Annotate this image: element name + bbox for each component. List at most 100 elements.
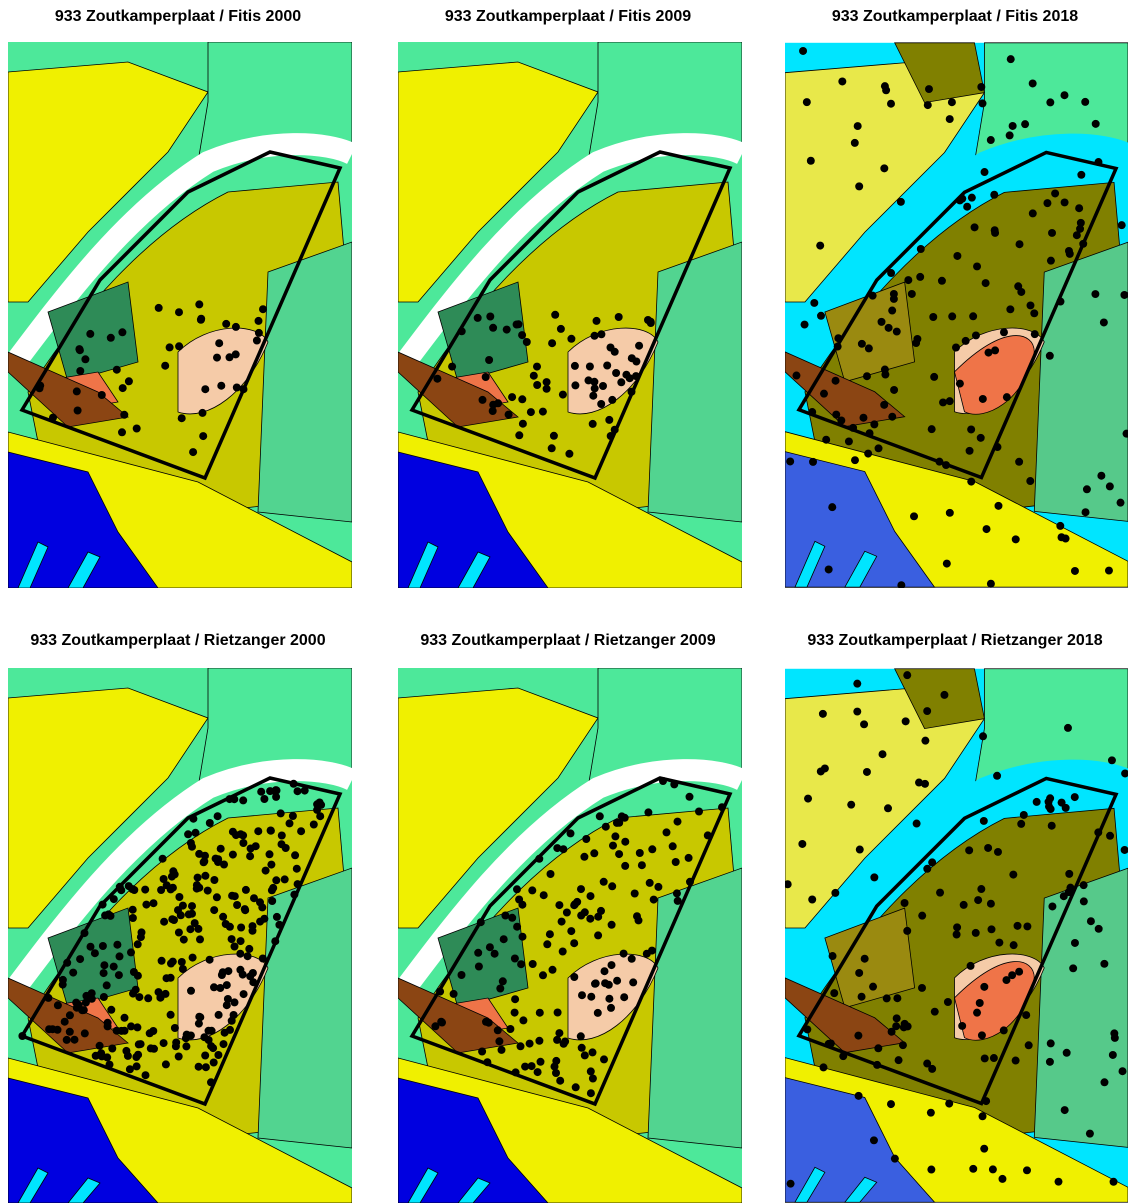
territory-dot — [822, 436, 830, 444]
territory-dot — [887, 269, 895, 277]
territory-dot — [863, 372, 871, 380]
territory-dot — [832, 377, 840, 385]
territory-dot — [801, 321, 809, 329]
territory-dot — [787, 1180, 795, 1188]
territory-dot — [648, 947, 656, 955]
territory-dot — [543, 940, 551, 948]
territory-dot — [81, 355, 89, 363]
territory-dot — [313, 800, 321, 808]
territory-dot — [869, 983, 877, 991]
territory-dot — [244, 952, 252, 960]
territory-dot — [578, 991, 586, 999]
territory-dot — [267, 827, 275, 835]
territory-dot — [670, 780, 678, 788]
territory-dot — [478, 1048, 486, 1056]
territory-dot — [884, 804, 892, 812]
territory-dot — [230, 1011, 238, 1019]
territory-dot — [555, 1029, 563, 1037]
territory-dot — [931, 1008, 939, 1016]
territory-dot — [116, 952, 124, 960]
territory-dot — [659, 777, 667, 785]
territory-dot — [990, 1054, 998, 1062]
territory-dot — [195, 1063, 203, 1071]
territory-dot — [817, 312, 825, 320]
territory-dot — [893, 1014, 901, 1022]
territory-dot — [994, 848, 1002, 856]
territory-dot — [888, 413, 896, 421]
territory-dot — [969, 312, 977, 320]
territory-dot — [929, 313, 937, 321]
territory-dot — [277, 809, 285, 817]
territory-dot — [259, 305, 267, 313]
territory-dot — [1073, 231, 1081, 239]
territory-dot — [231, 998, 239, 1006]
territory-dot — [620, 993, 628, 1001]
territory-dot — [252, 842, 260, 850]
territory-dot — [301, 787, 309, 795]
territory-dot — [866, 429, 874, 437]
territory-dot — [1058, 799, 1066, 807]
territory-dot — [973, 1009, 981, 1017]
territory-dot — [602, 823, 610, 831]
territory-dot — [943, 560, 951, 568]
territory-dot — [533, 363, 541, 371]
territory-dot — [87, 943, 95, 951]
territory-dot — [994, 502, 1002, 510]
territory-dot — [254, 827, 262, 835]
territory-dot — [808, 896, 816, 904]
territory-dot — [121, 1027, 129, 1035]
territory-dot — [621, 862, 629, 870]
territory-dot — [115, 971, 123, 979]
territory-dot — [956, 196, 964, 204]
territory-dot — [882, 86, 890, 94]
territory-dot — [215, 1011, 223, 1019]
territory-dot — [458, 327, 466, 335]
territory-dot — [938, 277, 946, 285]
territory-dot — [1015, 968, 1023, 976]
territory-dot — [923, 707, 931, 715]
territory-dot — [179, 965, 187, 973]
territory-dot — [187, 1032, 195, 1040]
territory-dot — [608, 961, 616, 969]
territory-dot — [1094, 828, 1102, 836]
territory-dot — [928, 425, 936, 433]
territory-dot — [587, 892, 595, 900]
territory-dot — [1021, 120, 1029, 128]
territory-dot — [110, 895, 118, 903]
territory-dot — [124, 1052, 132, 1060]
territory-dot — [116, 883, 124, 891]
territory-dot — [939, 398, 947, 406]
territory-dot — [930, 373, 938, 381]
territory-dot — [597, 330, 605, 338]
territory-dot — [861, 955, 869, 963]
territory-dot — [786, 457, 794, 465]
territory-dot — [980, 817, 988, 825]
territory-dot — [854, 122, 862, 130]
territory-dot — [1007, 55, 1015, 63]
territory-dot — [150, 899, 158, 907]
territory-dot — [188, 902, 196, 910]
territory-dot — [887, 1100, 895, 1108]
territory-dot — [204, 887, 212, 895]
territory-dot — [969, 1165, 977, 1173]
territory-dot — [119, 384, 127, 392]
territory-dot — [609, 842, 617, 850]
territory-dot — [268, 897, 276, 905]
territory-dot — [73, 387, 81, 395]
territory-dot — [213, 893, 221, 901]
territory-dot — [808, 408, 816, 416]
territory-dot — [118, 428, 126, 436]
territory-dot — [981, 168, 989, 176]
territory-dot — [187, 987, 195, 995]
territory-dot — [222, 320, 230, 328]
territory-dot — [816, 242, 824, 250]
territory-dot — [577, 885, 585, 893]
territory-dot — [75, 345, 83, 353]
territory-dot — [146, 1029, 154, 1037]
territory-dot — [547, 870, 555, 878]
territory-dot — [294, 880, 302, 888]
territory-dot — [601, 967, 609, 975]
territory-dot — [108, 1045, 116, 1053]
territory-dot — [856, 846, 864, 854]
territory-dot — [1060, 892, 1068, 900]
